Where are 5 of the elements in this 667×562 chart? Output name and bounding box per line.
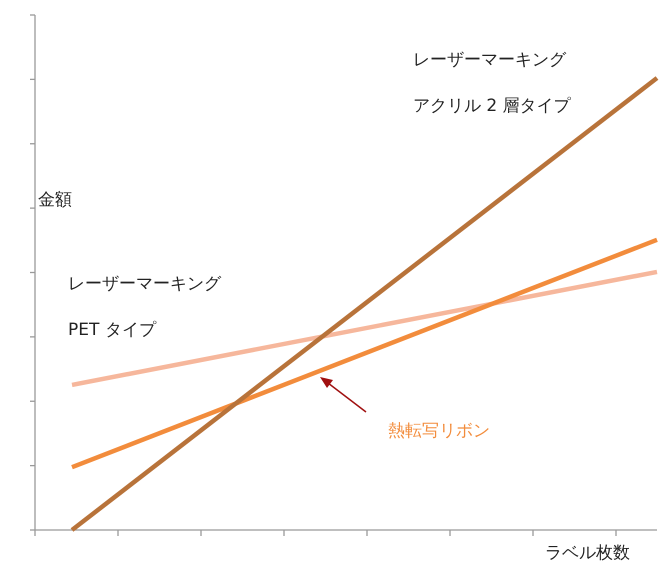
- x-axis-title: ラベル枚数: [545, 542, 630, 562]
- text: レーザーマーキングアクリル 2 層タイプ: [413, 50, 571, 116]
- text: レーザーマーキング PET タイプ: [68, 274, 221, 340]
- text: 熱転写リボン: [388, 420, 490, 443]
- y-axis-title: 金額: [38, 189, 72, 211]
